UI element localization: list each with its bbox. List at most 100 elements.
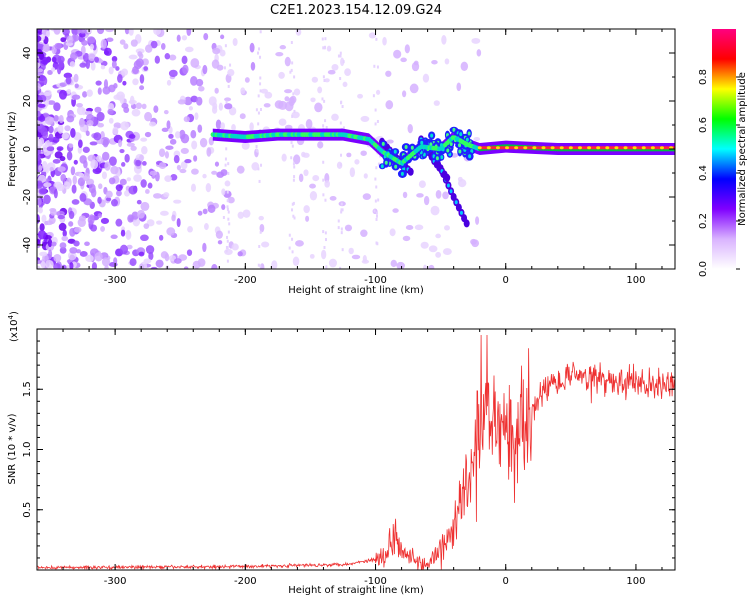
noise-speck xyxy=(322,75,325,79)
noise-blob xyxy=(81,40,88,46)
noise-speck xyxy=(325,238,328,242)
noise-blob xyxy=(214,161,220,167)
noise-blob xyxy=(135,102,143,110)
noise-blob xyxy=(284,56,291,67)
noise-blob xyxy=(60,174,67,182)
noise-speck xyxy=(224,157,227,161)
noise-blob xyxy=(117,74,123,83)
scatter-core xyxy=(459,132,463,137)
noise-blob xyxy=(41,160,48,170)
noise-blob xyxy=(271,260,278,269)
noise-blob xyxy=(73,159,78,165)
noise-blob xyxy=(74,226,82,233)
y-tick-label: -20 xyxy=(22,189,33,205)
noise-blob xyxy=(215,119,222,130)
colorbar-tick-label: 0.4 xyxy=(698,165,709,181)
noise-blob xyxy=(143,223,150,230)
noise-blob xyxy=(101,257,111,267)
noise-blob xyxy=(164,151,170,159)
x-tick-label: 0 xyxy=(503,576,509,587)
noise-speck xyxy=(375,211,378,215)
noise-blob xyxy=(72,175,77,185)
snr-ylabel: SNR (10 * v/v) xyxy=(7,413,18,484)
noise-blob xyxy=(360,115,370,123)
noise-blob xyxy=(149,170,158,176)
noise-blob xyxy=(311,76,319,83)
noise-blob xyxy=(85,130,90,137)
noise-speck xyxy=(340,210,343,214)
noise-blob xyxy=(173,154,180,164)
noise-blob xyxy=(221,188,226,196)
noise-speck xyxy=(374,108,377,112)
noise-blob xyxy=(37,41,40,48)
noise-blob xyxy=(224,180,231,187)
noise-blob xyxy=(68,143,74,148)
noise-blob xyxy=(77,177,86,187)
noise-blob xyxy=(168,133,174,139)
noise-blob xyxy=(435,251,442,258)
noise-blob xyxy=(130,39,138,47)
noise-speck xyxy=(291,202,294,206)
noise-blob xyxy=(94,252,103,262)
noise-speck xyxy=(225,100,228,104)
noise-blob xyxy=(128,185,138,195)
noise-blob xyxy=(328,258,337,268)
noise-blob xyxy=(423,195,430,206)
noise-blob xyxy=(119,178,127,186)
colorbar-tick-label: 0.6 xyxy=(698,117,709,133)
noise-blob xyxy=(124,29,130,35)
noise-blob xyxy=(196,96,203,106)
noise-blob xyxy=(103,79,109,89)
noise-speck xyxy=(226,259,229,263)
x-tick-label: 100 xyxy=(626,576,645,587)
noise-blob xyxy=(220,122,226,130)
noise-blob xyxy=(182,64,189,75)
noise-blob xyxy=(224,97,232,102)
noise-blob xyxy=(170,173,178,181)
noise-blob xyxy=(64,181,71,190)
noise-blob xyxy=(48,249,53,260)
noise-speck xyxy=(255,144,258,148)
noise-blob xyxy=(141,161,147,166)
noise-blob xyxy=(331,64,339,71)
noise-blob xyxy=(105,190,113,199)
noise-blob xyxy=(58,60,64,68)
noise-blob xyxy=(144,44,153,53)
noise-speck xyxy=(226,207,229,211)
noise-blob xyxy=(139,85,145,91)
noise-speck xyxy=(322,160,325,164)
noise-blob xyxy=(331,113,339,121)
noise-blob xyxy=(166,79,172,86)
noise-blob xyxy=(143,258,152,264)
noise-blob xyxy=(293,88,301,96)
noise-speck xyxy=(293,109,296,113)
noise-blob xyxy=(124,190,131,197)
noise-blob xyxy=(108,66,114,75)
noise-blob xyxy=(90,61,96,71)
noise-blob xyxy=(457,176,463,182)
ridge-peak-dot xyxy=(577,146,582,150)
noise-blob xyxy=(202,242,207,253)
noise-speck xyxy=(226,190,229,194)
noise-blob xyxy=(68,221,74,227)
noise-blob xyxy=(71,29,79,36)
noise-blob xyxy=(202,64,208,75)
noise-blob xyxy=(119,244,129,255)
noise-blob xyxy=(197,210,203,216)
noise-blob xyxy=(39,113,44,121)
noise-blob xyxy=(47,70,53,75)
noise-blob xyxy=(420,241,429,249)
noise-blob xyxy=(43,91,52,97)
noise-blob xyxy=(138,53,144,59)
noise-blob xyxy=(119,94,125,104)
noise-blob xyxy=(52,158,61,164)
noise-blob xyxy=(218,102,223,111)
ridge-peak-dot xyxy=(505,146,510,150)
noise-blob xyxy=(211,170,218,175)
noise-blob xyxy=(57,65,62,75)
noise-blob xyxy=(132,78,139,86)
noise-blob xyxy=(249,122,254,132)
noise-speck xyxy=(292,214,295,218)
noise-speck xyxy=(226,239,229,243)
noise-blob xyxy=(90,224,98,232)
